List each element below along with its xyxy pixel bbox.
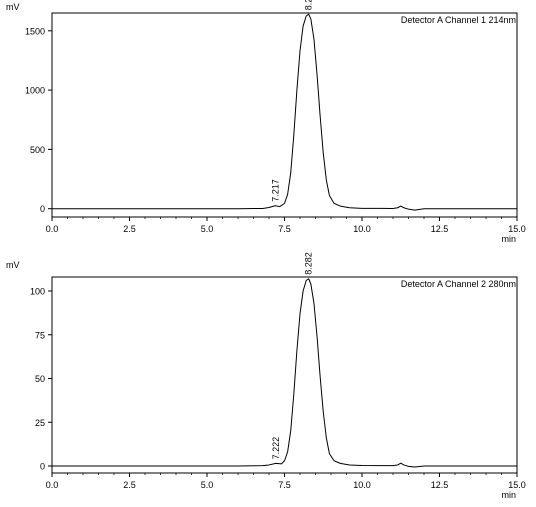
x-tick-label: 10.0 (353, 480, 371, 490)
chromatogram-trace (52, 278, 517, 468)
peak-retention-label: 8.282 (304, 252, 314, 275)
x-tick-label: 7.5 (278, 224, 291, 234)
x-tick-label: 15.0 (508, 480, 526, 490)
y-tick-label: 500 (30, 145, 45, 155)
detector-title: Detector A Channel 1 214nm (401, 15, 516, 25)
y-tick-label: 75 (35, 330, 45, 340)
x-tick-label: 7.5 (278, 480, 291, 490)
x-axis-label: min (501, 490, 516, 500)
y-tick-label: 0 (40, 204, 45, 214)
peak-retention-label: 7.222 (271, 437, 281, 460)
y-tick-label: 1000 (25, 86, 45, 96)
y-tick-label: 1500 (25, 26, 45, 36)
y-axis-label: mV (6, 2, 20, 12)
y-axis-label: mV (6, 260, 20, 270)
x-tick-label: 5.0 (201, 224, 214, 234)
x-tick-label: 12.5 (431, 480, 449, 490)
x-tick-label: 2.5 (123, 480, 136, 490)
chart-panel-1: mV 0 500 1000 1500 0.0 2.5 5.0 7.5 10.0 12.5 15.0mi… (6, 0, 526, 244)
plot-frame (51, 276, 518, 474)
peak-retention-label: 7.217 (271, 179, 281, 202)
y-tick-label: 0 (40, 462, 45, 472)
x-axis-label: min (501, 234, 516, 244)
x-tick-label: 2.5 (123, 224, 136, 234)
y-tick-label: 100 (30, 287, 45, 297)
x-tick-label: 0.0 (46, 480, 59, 490)
x-tick-label: 5.0 (201, 480, 214, 490)
x-tick-label: 12.5 (431, 224, 449, 234)
detector-title: Detector A Channel 2 280nm (401, 279, 516, 289)
x-tick-label: 15.0 (508, 224, 526, 234)
x-tick-label: 10.0 (353, 224, 371, 234)
y-tick-label: 25 (35, 418, 45, 428)
peak-retention-label: 8.280 (304, 0, 314, 10)
plot-frame (51, 12, 518, 218)
x-tick-label: 0.0 (46, 224, 59, 234)
chromatogram-trace (52, 13, 517, 211)
y-tick-label: 50 (35, 374, 45, 384)
